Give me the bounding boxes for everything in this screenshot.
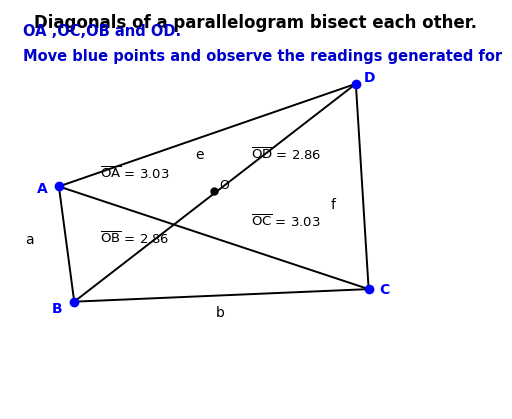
Text: a: a [26, 233, 34, 247]
Text: $\overline{\mathrm{OA}}$ = 3.03: $\overline{\mathrm{OA}}$ = 3.03 [100, 166, 169, 182]
Text: b: b [216, 306, 225, 321]
Text: Diagonals of a parallelogram bisect each other.: Diagonals of a parallelogram bisect each… [34, 14, 478, 32]
Text: O: O [219, 179, 229, 192]
Text: $\overline{\mathrm{OD}}$ = 2.86: $\overline{\mathrm{OD}}$ = 2.86 [251, 147, 321, 163]
Text: Move blue points and observe the readings generated for: Move blue points and observe the reading… [23, 49, 502, 64]
Text: $\overline{\mathrm{OB}}$ = 2.86: $\overline{\mathrm{OB}}$ = 2.86 [100, 231, 169, 247]
Text: OA ,OC,OB and OD.: OA ,OC,OB and OD. [23, 24, 181, 39]
Text: f: f [330, 198, 335, 212]
Text: B: B [52, 302, 62, 316]
Text: D: D [364, 70, 375, 85]
Text: C: C [379, 283, 389, 297]
Text: $\overline{\mathrm{OC}}$ = 3.03: $\overline{\mathrm{OC}}$ = 3.03 [251, 214, 321, 230]
Text: e: e [196, 148, 204, 162]
Text: A: A [37, 182, 47, 197]
